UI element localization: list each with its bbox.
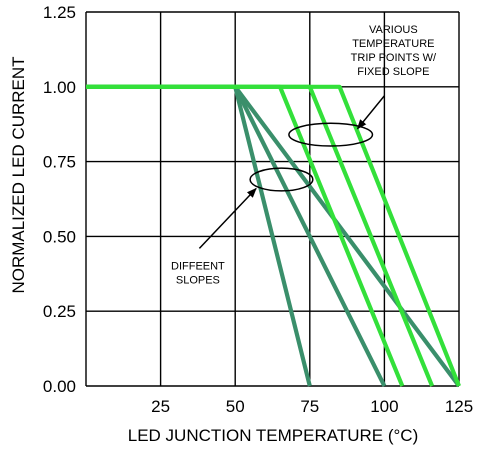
series-line-trip-points-5: [86, 84, 461, 387]
y-tick-label: 1.25: [43, 3, 76, 22]
y-tick-label: 0.50: [43, 227, 76, 246]
annotation-ellipse-1: [249, 167, 314, 192]
x-axis-title: LED JUNCTION TEMPERATURE (°C): [128, 426, 418, 445]
annotation-text-line: FIXED SLOPE: [357, 66, 429, 78]
x-tick-label: 25: [151, 397, 170, 416]
y-tick-label: 0.25: [43, 302, 76, 321]
x-tick-label: 100: [370, 397, 398, 416]
annotation-text-line: TEMPERATURE: [352, 38, 434, 50]
y-tick-label: 0.75: [43, 153, 76, 172]
annotation-text-line: DIFFEENT: [171, 260, 225, 272]
annotations: VARIOUS TEMPERATURE TRIP POINTS W/FIXED SL…: [171, 24, 437, 286]
annotation-text-line: SLOPES: [176, 274, 220, 286]
annotation-ellipse-0: [288, 122, 374, 147]
tick-labels: 0.00 0.25 0.50 0.75 1.00 1.25 25 50 75 100 125: [43, 3, 473, 416]
y-axis-title: NORMALIZED LED CURRENT: [9, 56, 28, 293]
annotation-text-line: VARIOUS: [369, 24, 418, 36]
y-tick-label: 0.00: [43, 377, 76, 396]
x-tick-label: 75: [300, 397, 319, 416]
x-tick-label: 50: [226, 397, 245, 416]
annotation-arrow-1: [198, 187, 257, 249]
x-tick-label: 125: [445, 397, 473, 416]
annotation-text-line: TRIP POINTS W/: [351, 52, 437, 64]
annotation-arrow-0: [356, 95, 385, 130]
series-group: [86, 84, 461, 388]
y-tick-label: 1.00: [43, 78, 76, 97]
